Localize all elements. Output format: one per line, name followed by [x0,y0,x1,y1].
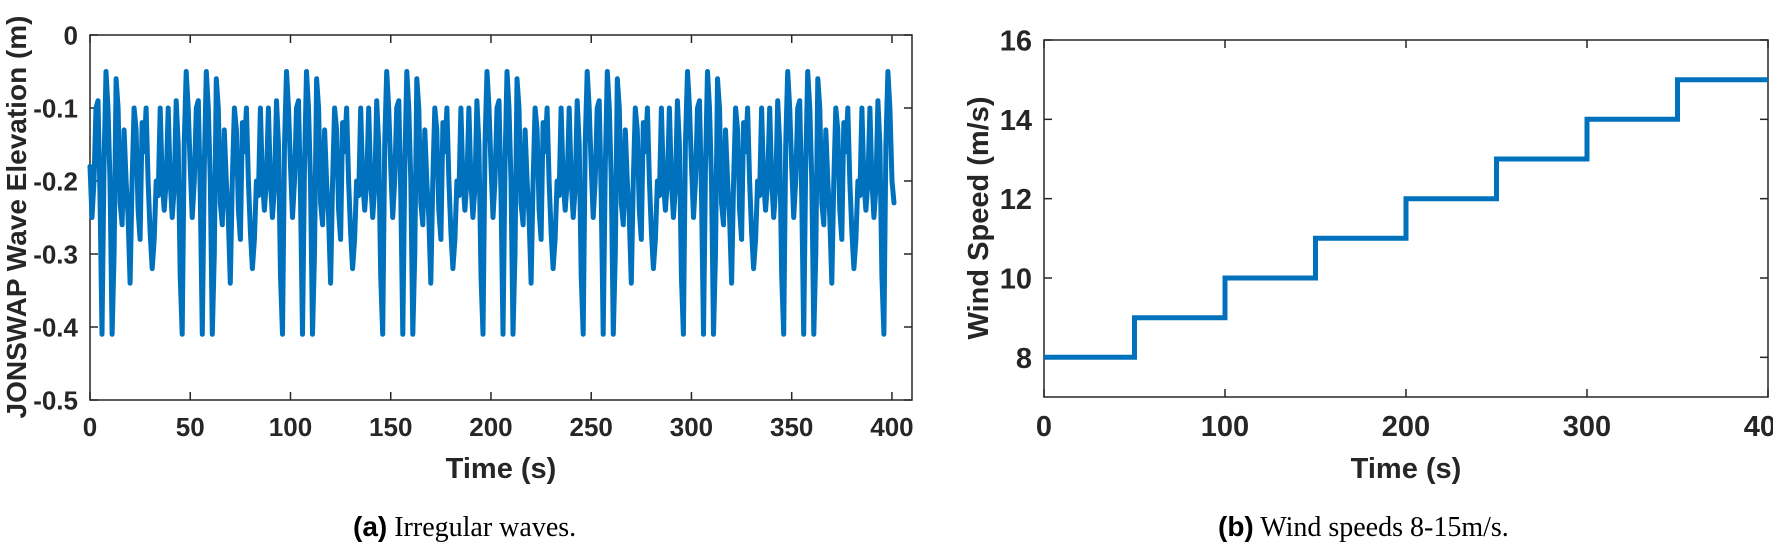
caption-b: (b) Wind speeds 8-15m/s. [1218,511,1509,543]
y-tick-label-b: 16 [1000,25,1032,57]
y-axis-label-b: Wind Speed (m/s) [963,96,995,339]
wind-speed-line [1044,77,1768,360]
y-tick-label-a: -0.5 [33,385,78,415]
x-tick-label-a: 300 [670,412,713,442]
x-tick-label-a: 400 [870,412,913,442]
y-axis-label-a: JONSWAP Wave Elevation (m) [1,16,32,419]
x-tick-label-b: 400 [1744,411,1773,443]
y-tick-label-b: 8 [1016,343,1032,375]
x-tick-label-a: 50 [176,412,205,442]
wave-elevation-line [87,69,897,337]
y-tick-label-a: -0.4 [33,312,78,342]
y-tick-label-a: -0.2 [33,166,78,196]
x-tick-label-a: 350 [770,412,813,442]
x-tick-label-b: 200 [1382,411,1430,443]
y-tick-label-a: -0.1 [33,93,78,123]
caption-a: (a) Irregular waves. [353,511,576,543]
chart-a: 0 50 100 150 200 250 300 350 400 0 -0.1 -0.2 -0.3 -0.… [1,16,914,544]
x-tick-label-a: 200 [469,412,512,442]
x-tick-label-b: 100 [1201,411,1249,443]
x-tick-label-b: 0 [1036,411,1052,443]
ticks-b: 0 100 200 300 400 8 10 12 14 16 [1000,25,1773,443]
y-tick-label-a: 0 [64,20,78,50]
x-axis-label-b: Time (s) [1351,453,1462,485]
x-tick-label-b: 300 [1563,411,1611,443]
x-axis-label-a: Time (s) [446,453,557,485]
y-tick-label-b: 14 [1000,105,1032,137]
y-tick-label-b: 10 [1000,263,1032,295]
x-tick-label-a: 250 [570,412,613,442]
x-tick-label-a: 150 [369,412,412,442]
y-tick-label-a: -0.3 [33,239,78,269]
x-tick-label-a: 0 [83,412,97,442]
y-tick-label-b: 12 [1000,184,1032,216]
ticks-a: 0 50 100 150 200 250 300 350 400 0 -0.1 -0.2 -0.3 -0.… [33,20,913,442]
x-tick-label-a: 100 [269,412,312,442]
chart-b: 0 100 200 300 400 8 10 12 14 16 Time (s) Wind Spe… [963,25,1773,543]
